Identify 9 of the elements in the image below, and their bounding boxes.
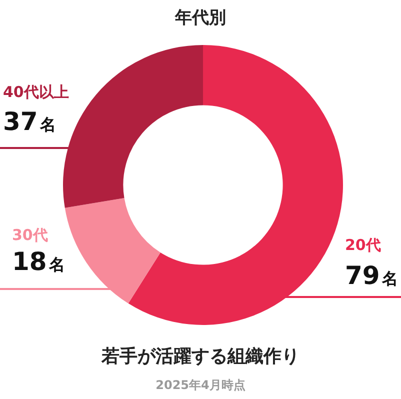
text: 2025年4月時点 [154,377,246,394]
data-label: 79名 [345,261,398,290]
chart-title: 年代別 [174,7,227,29]
slice-label: 30代 [12,226,48,244]
slice-label: 20代 [345,236,381,254]
slice-label: 40代以上 [3,83,69,101]
text: 若手が活躍する組織作り [100,345,300,368]
data-label: 18名 [12,247,65,276]
data-label: 37名 [3,107,56,136]
